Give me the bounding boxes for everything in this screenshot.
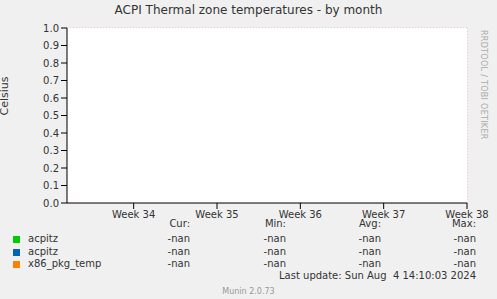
svg-text:Week 34: Week 34 (112, 209, 155, 220)
html-text:-nan: -nan (453, 233, 476, 244)
html-text:Munin 2.0.73: Munin 2.0.73 (222, 287, 275, 296)
html-text:-nan: -nan (453, 258, 476, 269)
svg-text:0.5: 0.5 (43, 110, 59, 121)
html-text:Min:: Min: (264, 218, 286, 229)
html-text:acpitz: acpitz (28, 245, 58, 257)
svg-text:0.6: 0.6 (43, 93, 59, 104)
svg-text:0.1: 0.1 (43, 180, 59, 191)
html-text:-nan: -nan (263, 245, 286, 257)
html-text:x86_pkg_temp: x86_pkg_temp (28, 258, 102, 269)
svg-text:0.4: 0.4 (43, 128, 59, 139)
html-text:ACPI Thermal zone temperatures: ACPI Thermal zone temperatures - by mont… (114, 3, 383, 17)
html-text:-nan: -nan (167, 245, 190, 257)
svg-text:0.0: 0.0 (43, 198, 59, 209)
svg-text:Week 38: Week 38 (445, 209, 489, 221)
html-text:-nan: -nan (263, 258, 286, 269)
html-text:-nan: -nan (358, 233, 381, 244)
html-text:Max:: Max: (452, 218, 476, 229)
html-text:-nan: -nan (453, 245, 476, 257)
html-text:Cur:: Cur: (169, 218, 190, 229)
svg-text:0.9: 0.9 (43, 40, 59, 51)
svg-text:0.2: 0.2 (43, 163, 59, 174)
svg-text:1.0: 1.0 (43, 23, 59, 34)
html-text:-nan: -nan (167, 258, 190, 269)
svg-text:0.7: 0.7 (43, 75, 59, 86)
svg-text:Week 36: Week 36 (278, 209, 322, 221)
html-text:Last update: Sun Aug 4 14:10:0: Last update: Sun Aug 4 14:10:03 2024 (279, 270, 476, 281)
svg-text:Week 37: Week 37 (362, 209, 406, 221)
html-text:-nan: -nan (167, 233, 190, 244)
html-text:RRDTOOL / TOBI OETIKER: RRDTOOL / TOBI OETIKER (479, 30, 488, 140)
html-text:-nan: -nan (358, 258, 381, 269)
html-text:-nan: -nan (263, 233, 286, 244)
svg-text:Week 35: Week 35 (195, 209, 238, 220)
svg-text:0.3: 0.3 (43, 145, 59, 156)
svg-text:Celsius: Celsius (8, 76, 11, 115)
html-text:-nan: -nan (358, 245, 381, 257)
html-text:acpitz: acpitz (28, 233, 58, 244)
html-text:Avg:: Avg: (359, 218, 381, 229)
svg-text:0.8: 0.8 (43, 58, 59, 69)
